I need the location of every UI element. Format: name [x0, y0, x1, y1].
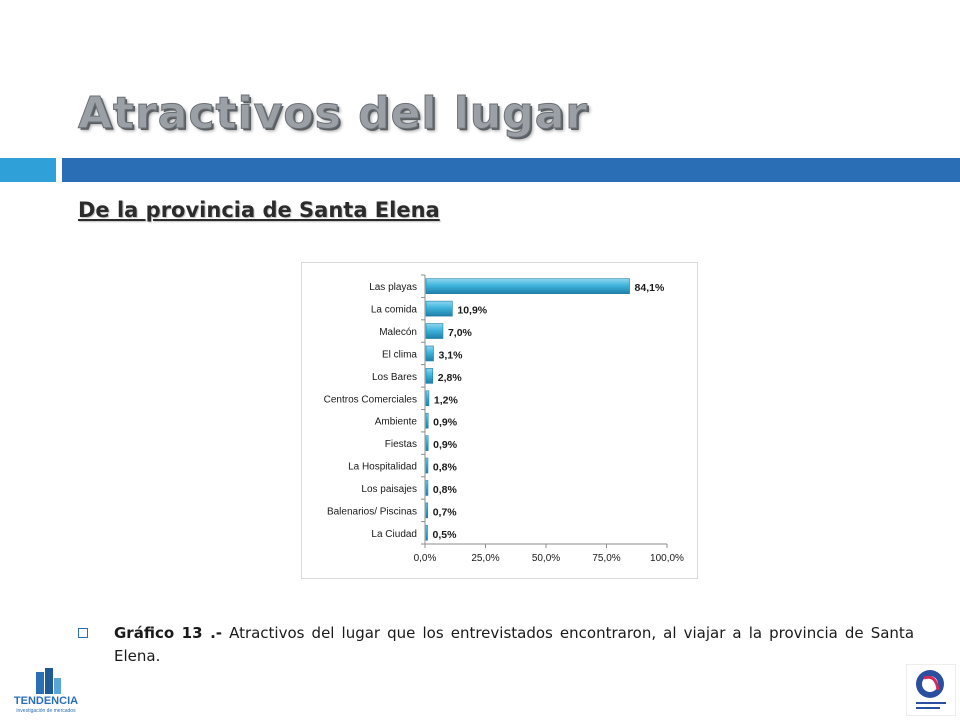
square-bullet-icon	[78, 628, 88, 638]
data-label: 1,2%	[434, 394, 459, 406]
slide-title: Atractivos del lugar	[77, 88, 589, 140]
logo-subtext: investigación de mercados	[16, 708, 76, 714]
data-label: 0,8%	[433, 484, 458, 496]
bar	[425, 323, 444, 339]
x-tick-label: 25,0%	[471, 553, 499, 564]
x-tick-label: 0,0%	[414, 553, 437, 564]
bar	[425, 412, 429, 429]
caption-body: Atractivos del lugar que los entrevistad…	[114, 624, 915, 665]
bar	[425, 368, 434, 384]
logo-building-2	[45, 668, 53, 694]
x-tick-label: 75,0%	[592, 553, 620, 564]
bar-chart: Las playas 84,1% La comida 10,9% Malecón 7,0%…	[301, 262, 698, 579]
caption-label: Gráfico 13 .-	[114, 624, 222, 642]
category-label: La Ciudad	[371, 529, 417, 540]
data-label: 0,8%	[433, 462, 458, 474]
category-label: El clima	[382, 349, 417, 360]
data-label: 0,5%	[433, 529, 458, 541]
title-accent-bar-left	[0, 158, 56, 182]
data-label: 0,7%	[433, 506, 458, 518]
title-accent-bar	[62, 158, 960, 182]
category-label: Malecón	[379, 327, 417, 338]
bar	[425, 480, 429, 496]
bar	[425, 390, 430, 407]
category-label: Ambiente	[375, 417, 418, 428]
data-label: 2,8%	[438, 372, 463, 384]
bar	[425, 524, 428, 541]
tourism-logo	[906, 664, 956, 716]
bar	[425, 300, 453, 317]
category-label: Balenarios/ Piscinas	[327, 506, 417, 517]
data-label: 0,9%	[433, 417, 458, 429]
chart-caption: Gráfico 13 .- Atractivos del lugar que l…	[78, 622, 914, 668]
x-tick-label: 100,0%	[650, 553, 684, 564]
logo-line-1	[916, 702, 946, 704]
category-label: Fiestas	[385, 439, 417, 450]
logo-text: TENDENCIA	[14, 695, 78, 707]
data-label: 0,9%	[433, 439, 458, 451]
bar	[425, 502, 428, 519]
category-label: Los paisajes	[361, 484, 417, 495]
bar	[425, 457, 429, 474]
bar	[425, 435, 429, 451]
data-label: 7,0%	[448, 327, 473, 339]
data-label: 10,9%	[457, 305, 487, 317]
data-label: 3,1%	[439, 349, 464, 361]
chart-svg: Las playas 84,1% La comida 10,9% Malecón 7,0%…	[324, 274, 684, 564]
category-label: Los Bares	[372, 372, 417, 383]
logo-building-1	[36, 672, 44, 694]
x-tick-label: 50,0%	[532, 553, 560, 564]
logo-line-2	[916, 707, 940, 709]
bar	[425, 278, 630, 295]
category-label: La comida	[371, 305, 418, 316]
slide-subtitle: De la provincia de Santa Elena	[78, 198, 440, 222]
category-label: La Hospitalidad	[348, 462, 417, 473]
tendencia-logo: TENDENCIA investigación de mercados	[14, 668, 78, 714]
caption-text: Gráfico 13 .- Atractivos del lugar que l…	[114, 622, 914, 668]
logo-swoosh	[923, 675, 940, 691]
category-label: Centros Comerciales	[324, 394, 417, 405]
category-label: Las playas	[369, 282, 417, 293]
logo-building-3	[54, 678, 61, 694]
bar	[425, 345, 434, 362]
data-label: 84,1%	[635, 282, 665, 294]
